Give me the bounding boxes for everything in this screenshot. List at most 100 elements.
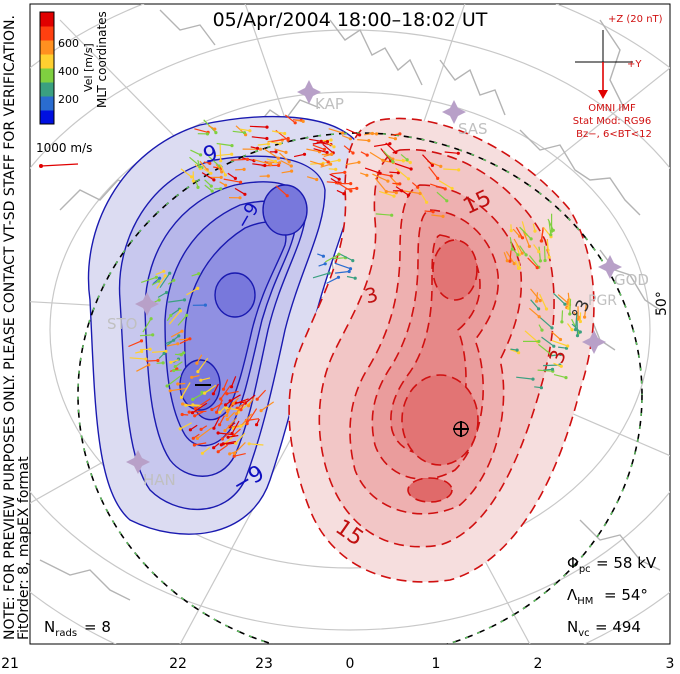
velocity-vector — [185, 404, 204, 407]
velocity-vector — [320, 163, 331, 168]
velocity-vector — [328, 128, 343, 134]
velocity-vector — [212, 383, 219, 395]
velocity-vector — [295, 119, 304, 122]
velocity-vector — [190, 149, 201, 156]
velocity-vector — [569, 299, 572, 315]
velocity-vector — [519, 226, 532, 240]
imf-z-label: +Z (20 nT) — [608, 14, 663, 25]
velocity-vector — [310, 160, 323, 166]
velocity-vector — [222, 379, 229, 390]
velocity-vector — [509, 236, 513, 250]
velocity-vector — [527, 257, 538, 269]
station-kap: KAP — [315, 95, 344, 113]
coordinate-system-label: MLT coordinates — [95, 11, 109, 108]
velocity-vector — [313, 148, 328, 154]
velocity-vector — [246, 418, 260, 422]
velocity-vector — [543, 246, 546, 261]
velocity-vector — [216, 399, 223, 413]
velocity-vector — [180, 382, 191, 398]
velocity-vector — [234, 187, 246, 195]
station-han: HAN — [143, 471, 176, 489]
vector-origin — [576, 317, 580, 321]
color-bar-block — [40, 82, 54, 97]
velocity-vector — [584, 304, 587, 318]
velocity-vector — [553, 374, 567, 379]
color-bar-tick-200: 200 — [58, 93, 79, 106]
velocity-vector — [146, 359, 158, 362]
velocity-vector — [275, 185, 288, 197]
hm-boundary-green — [77, 132, 643, 644]
velocity-vector — [157, 291, 167, 298]
velocity-vector — [385, 142, 397, 153]
velocity-vector — [165, 339, 174, 345]
velocity-vector — [334, 262, 351, 270]
velocity-color-bar: 600 400 200 Vel [m/s] MLT coordinates — [39, 11, 109, 125]
velocity-vector — [250, 146, 258, 149]
velocity-vector — [343, 145, 354, 154]
vector-origin — [388, 142, 392, 146]
velocity-vector — [281, 170, 292, 174]
velocity-vector — [510, 348, 518, 351]
velocity-vector — [139, 348, 151, 351]
velocity-vector — [322, 143, 334, 154]
velocity-vector — [151, 280, 160, 286]
velocity-vector — [306, 148, 320, 153]
velocity-vector — [547, 218, 554, 231]
velocity-vector — [534, 386, 542, 389]
velocity-vector — [252, 163, 265, 167]
velocity-vector — [567, 323, 573, 331]
velocity-vector — [318, 263, 326, 267]
velocity-vector — [179, 338, 191, 345]
velocity-vector — [216, 142, 233, 147]
vector-origin — [357, 160, 361, 164]
velocity-vector — [551, 340, 568, 347]
velocity-vector — [341, 135, 351, 140]
velocity-vector — [543, 368, 553, 371]
velocity-vector — [428, 166, 439, 179]
vector-origin — [187, 410, 191, 414]
velocity-vector — [168, 310, 181, 325]
velocity-vector — [177, 314, 188, 326]
velocity-vector — [537, 369, 553, 372]
velocity-vector — [317, 253, 324, 257]
velocity-vector — [136, 364, 150, 372]
velocity-vector — [571, 323, 581, 333]
velocity-vector — [284, 114, 296, 124]
velocity-vector — [372, 173, 389, 182]
velocity-vector — [199, 160, 208, 171]
velocity-vector — [251, 136, 267, 140]
velocity-vector — [509, 348, 519, 354]
color-bar-block — [40, 54, 54, 69]
velocity-vector — [541, 336, 555, 347]
mlt-tick-23: 23 — [255, 656, 273, 672]
velocity-vector — [194, 128, 209, 133]
velocity-vector — [389, 171, 399, 174]
velocity-vector — [219, 415, 225, 425]
velocity-vector — [515, 226, 524, 239]
contour-label-neg-1: 9 — [201, 141, 221, 169]
velocity-vector — [513, 238, 523, 254]
velocity-vector — [509, 250, 512, 262]
velocity-vector — [539, 316, 553, 329]
velocity-vector — [266, 161, 280, 164]
vector-origin — [176, 382, 180, 386]
velocity-vector — [424, 210, 434, 213]
mlt-tick-22: 22 — [169, 656, 187, 672]
velocity-vector — [170, 387, 187, 392]
mlt-axis: 21 22 23 0 1 2 3 — [1, 656, 674, 672]
velocity-vector — [359, 172, 368, 176]
velocity-vector — [167, 343, 178, 347]
velocity-vector — [374, 177, 387, 192]
velocity-vector — [329, 173, 340, 180]
velocity-vector — [228, 434, 239, 438]
velocity-vector — [190, 424, 198, 431]
velocity-vector — [553, 292, 566, 305]
velocity-vector — [529, 307, 540, 318]
velocity-vector — [220, 384, 231, 400]
velocity-vector — [129, 357, 147, 360]
preview-notice: NOTE: FOR PREVIEW PURPOSES ONLY. PLEASE … — [2, 15, 18, 640]
velocity-vector — [177, 352, 184, 356]
mlt-tick-21: 21 — [1, 656, 19, 672]
velocity-vector — [213, 416, 221, 429]
vector-scale: 1000 m/s — [36, 141, 92, 168]
